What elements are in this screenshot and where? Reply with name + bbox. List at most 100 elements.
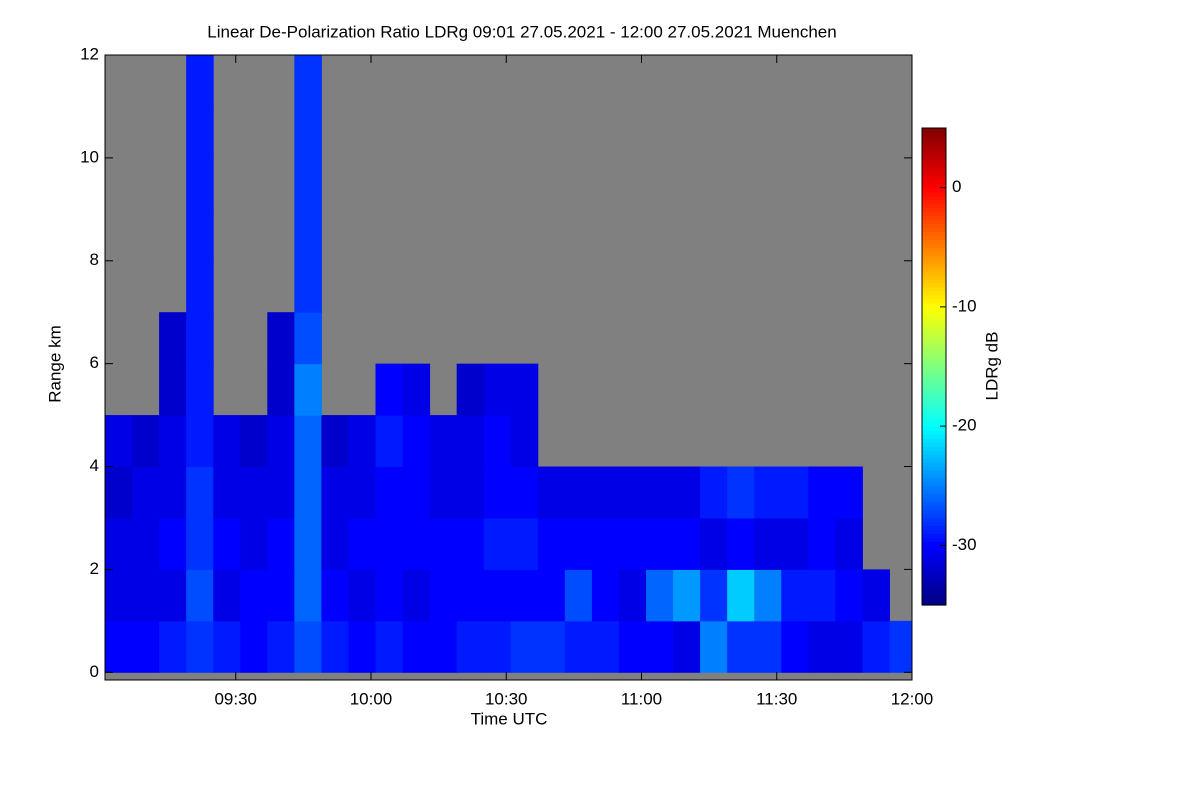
- colorbar-swatch: [922, 294, 946, 300]
- colorbar-swatch: [922, 227, 946, 232]
- cell: [240, 466, 268, 519]
- cell: [591, 517, 620, 570]
- cell: [700, 620, 728, 673]
- cell: [591, 569, 620, 622]
- colorbar-swatch: [922, 128, 946, 133]
- cell: [754, 466, 782, 519]
- chart-title: Linear De-Polarization Ratio LDRg 09:01 …: [207, 22, 836, 41]
- colorbar-swatch: [922, 422, 946, 427]
- cell: [240, 517, 268, 570]
- colorbar-swatch: [922, 398, 946, 403]
- cell: [159, 415, 187, 468]
- cell: [510, 620, 539, 673]
- cell: [375, 415, 404, 468]
- colorbar-swatch: [922, 446, 946, 451]
- colorbar-swatch: [922, 330, 946, 336]
- cell: [808, 620, 836, 673]
- cell: [835, 517, 863, 570]
- colorbar-swatch: [922, 465, 946, 471]
- cell: [646, 517, 674, 570]
- colorbar-swatch: [922, 207, 946, 213]
- colorbar-swatch: [922, 171, 946, 177]
- cell: [186, 55, 214, 107]
- colorbar-swatch: [922, 406, 946, 411]
- colorbar-swatch: [922, 394, 946, 399]
- colorbar-swatch: [922, 211, 946, 217]
- colorbar-swatch: [922, 485, 946, 491]
- colorbar-swatch: [922, 322, 946, 328]
- cell: [754, 620, 782, 673]
- colorbar-swatch: [922, 386, 946, 391]
- cell: [267, 312, 295, 365]
- colorbar-swatch: [922, 247, 946, 252]
- colorbar-swatch: [922, 135, 946, 141]
- x-tick-label: 11:00: [621, 689, 662, 708]
- colorbar-swatch: [922, 501, 946, 507]
- colorbar-swatch: [922, 481, 946, 487]
- cell: [510, 569, 539, 622]
- cell: [456, 466, 485, 519]
- cell: [429, 466, 458, 519]
- cell: [186, 363, 214, 416]
- colorbar-swatch: [922, 374, 946, 380]
- y-tick-label: 12: [80, 44, 99, 63]
- colorbar-tick-label: -20: [952, 416, 977, 435]
- cell: [159, 569, 187, 622]
- colorbar-swatch: [922, 529, 946, 535]
- colorbar-swatch: [922, 131, 946, 137]
- cell: [564, 517, 593, 570]
- cell: [456, 363, 485, 416]
- cell: [700, 466, 728, 519]
- colorbar-swatch: [922, 255, 946, 260]
- cell: [402, 466, 431, 519]
- cell: [510, 415, 539, 468]
- colorbar-swatch: [922, 541, 946, 546]
- cell: [159, 466, 187, 519]
- colorbar-swatch: [922, 553, 946, 558]
- y-tick-label: 0: [90, 662, 99, 681]
- cell: [483, 466, 512, 519]
- colorbar-swatch: [922, 235, 946, 240]
- cell: [321, 466, 349, 519]
- colorbar-swatch: [922, 159, 946, 165]
- colorbar-swatch: [922, 346, 946, 352]
- cell: [402, 363, 431, 416]
- cell: [213, 620, 241, 673]
- cell: [835, 620, 863, 673]
- colorbar-swatch: [922, 175, 946, 181]
- cell: [591, 620, 620, 673]
- colorbar-label: LDRg dB: [982, 332, 1001, 401]
- colorbar-swatch: [922, 279, 946, 284]
- cell: [564, 466, 593, 519]
- colorbar-swatch: [922, 167, 946, 173]
- colorbar-swatch: [922, 557, 946, 562]
- colorbar-swatch: [922, 489, 946, 495]
- colorbar-swatch: [922, 378, 946, 383]
- x-tick-label: 10:00: [350, 689, 393, 708]
- colorbar-swatch: [922, 310, 946, 316]
- colorbar-swatch: [922, 267, 946, 272]
- colorbar-tick-label: 0: [952, 177, 961, 196]
- colorbar-swatch: [922, 143, 946, 149]
- cell: [781, 466, 809, 519]
- y-tick-label: 6: [90, 353, 99, 372]
- colorbar-swatch: [922, 306, 946, 312]
- x-axis-label: Time UTC: [471, 709, 548, 728]
- colorbar-swatch: [922, 354, 946, 360]
- heatmap: [105, 55, 912, 680]
- cell: [402, 620, 431, 673]
- colorbar-swatch: [922, 418, 946, 423]
- cell: [159, 517, 187, 570]
- colorbar-swatch: [922, 183, 946, 189]
- colorbar-swatch: [922, 290, 946, 296]
- cell: [429, 569, 458, 622]
- y-tick-label: 2: [90, 559, 99, 578]
- cell: [781, 517, 809, 570]
- cell: [483, 569, 512, 622]
- colorbar-swatch: [922, 581, 946, 586]
- colorbar-swatch: [922, 505, 946, 511]
- cell: [294, 620, 322, 673]
- colorbar-swatch: [922, 302, 946, 308]
- colorbar-swatch: [922, 199, 946, 205]
- cell: [240, 620, 268, 673]
